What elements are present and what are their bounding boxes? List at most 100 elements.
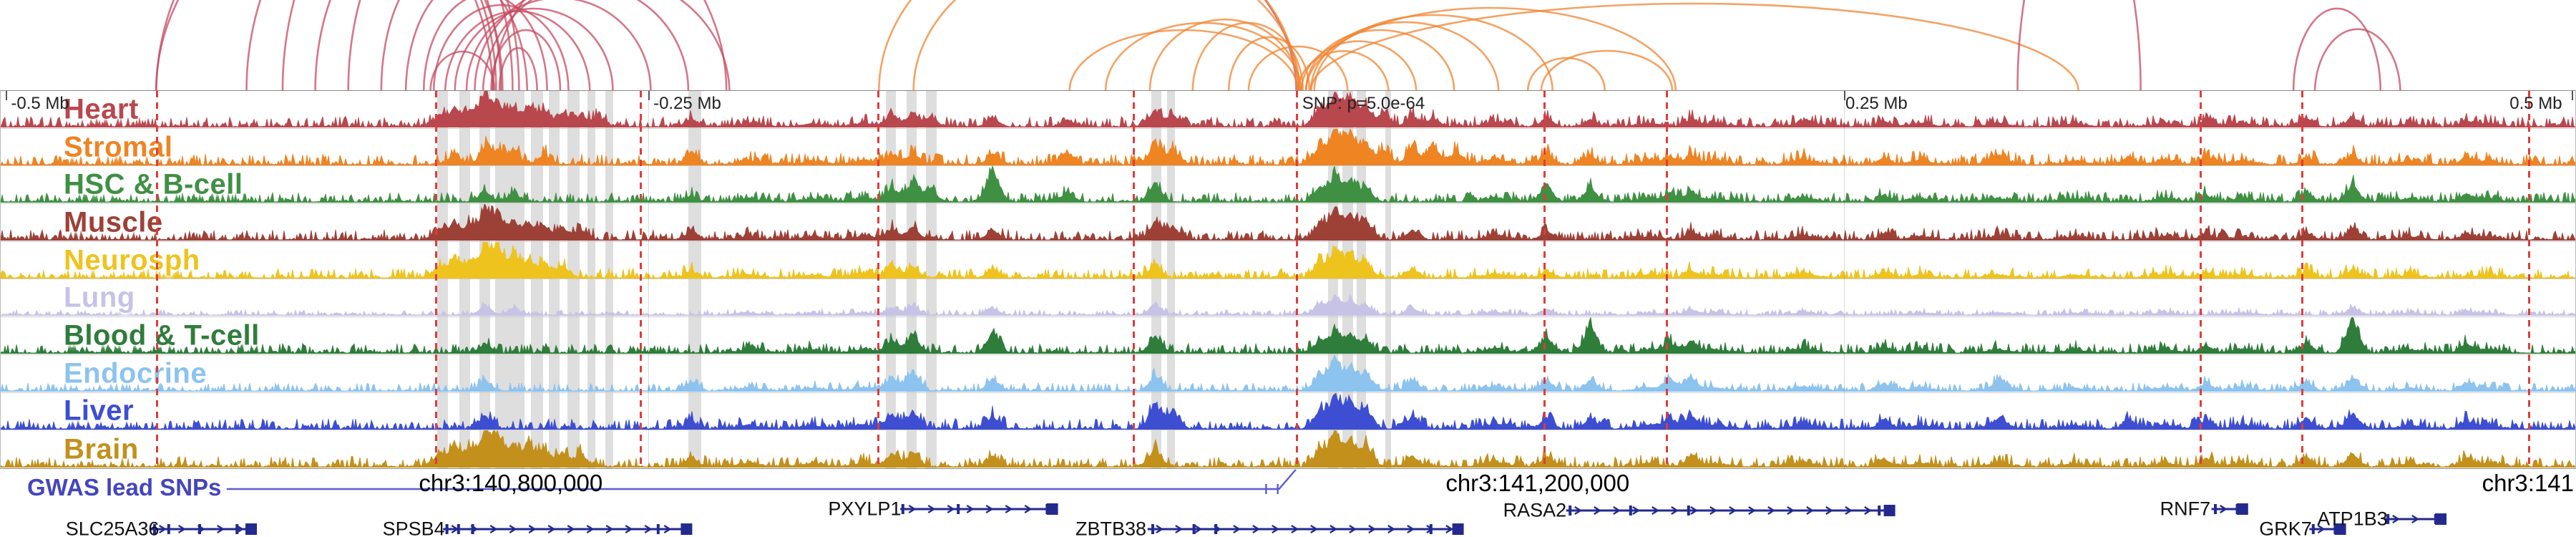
interaction-arc[interactable]: [1148, 18, 1301, 91]
interaction-arc[interactable]: [155, 0, 494, 91]
gene-model-pxylp1[interactable]: [900, 503, 1058, 515]
gene-label-slc25a36[interactable]: SLC25A36: [65, 518, 160, 537]
track-label[interactable]: Muscle: [64, 206, 163, 238]
interaction-arc[interactable]: [482, 0, 731, 91]
interaction-arc[interactable]: [155, 0, 728, 91]
track-row-blood-t-cell: Blood & T-cell: [1, 317, 2575, 355]
gene-label-rnf7[interactable]: RNF7: [2160, 498, 2211, 520]
interaction-arc[interactable]: [404, 0, 529, 91]
gene-label-pxylp1[interactable]: PXYLP1: [828, 498, 902, 520]
highlight-band: [688, 91, 701, 468]
interaction-arc[interactable]: [1297, 50, 1390, 91]
track-signal[interactable]: [1, 128, 2575, 166]
interaction-arcs[interactable]: [0, 0, 2576, 91]
signal-area: [1, 392, 2575, 430]
strand-arrow: [2317, 524, 2326, 534]
strand-arrow: [509, 524, 517, 534]
gene-label-grk7[interactable]: GRK7: [2259, 518, 2312, 537]
interaction-arc[interactable]: [1309, 21, 1500, 91]
track-row-endocrine: Endocrine: [1, 354, 2575, 393]
exon-tick: [235, 524, 239, 534]
signal-tracks: Heart Stromal HSC & B-cell Muscle Neuros…: [1, 91, 2575, 468]
track-label[interactable]: HSC & B-cell: [64, 168, 243, 200]
strand-arrow: [547, 524, 556, 534]
gene-model-slc25a36[interactable]: [150, 523, 257, 535]
track-signal[interactable]: [1, 91, 2575, 128]
strand-arrow: [1349, 524, 1357, 534]
highlight-band: [549, 91, 560, 468]
highlight-band: [587, 91, 596, 468]
interaction-arc[interactable]: [878, 0, 1299, 91]
interaction-arc[interactable]: [1313, 14, 1553, 91]
interaction-arc[interactable]: [1068, 29, 1299, 91]
highlight-band: [1166, 91, 1176, 468]
exon-tick: [153, 524, 156, 534]
gene-model-grk7[interactable]: [2309, 523, 2346, 535]
gene-model-atp1b3[interactable]: [2384, 513, 2446, 525]
gene-label-zbtb38[interactable]: ZBTB38: [1075, 518, 1147, 537]
interaction-arc[interactable]: [1227, 36, 1311, 91]
gene-label-spsb4[interactable]: SPSB4: [382, 518, 445, 537]
interaction-arc[interactable]: [492, 0, 1297, 91]
track-label[interactable]: Stromal: [64, 131, 173, 163]
interaction-arc[interactable]: [380, 0, 504, 91]
genomic-coordinate-label: chr3:141,: [2482, 470, 2576, 496]
interaction-arc[interactable]: [432, 4, 570, 91]
interaction-arc[interactable]: [1104, 21, 1302, 91]
gene-model-spsb4[interactable]: [443, 523, 693, 535]
interaction-arc[interactable]: [1304, 29, 1455, 91]
gene-label-atp1b3[interactable]: ATP1B3: [2317, 508, 2388, 530]
interaction-arc[interactable]: [1300, 40, 1418, 91]
strand-arrow: [158, 524, 167, 534]
interaction-arc[interactable]: [1247, 45, 1349, 91]
interaction-arc[interactable]: [347, 0, 520, 91]
track-signal[interactable]: [1, 241, 2575, 279]
track-label[interactable]: Neurosph: [64, 244, 200, 276]
interaction-arc[interactable]: [1191, 21, 1304, 91]
interaction-arc[interactable]: [2313, 28, 2401, 91]
interaction-arc[interactable]: [474, 0, 690, 91]
track-signal[interactable]: [1, 204, 2575, 241]
interaction-arc[interactable]: [314, 0, 497, 91]
track-row-liver: Liver: [1, 392, 2575, 431]
interaction-arc[interactable]: [429, 50, 496, 91]
track-signal[interactable]: [1, 279, 2575, 316]
gene-and-snp-graphics: [150, 469, 2446, 535]
interaction-arc[interactable]: [2292, 7, 2382, 91]
track-signal[interactable]: [1, 392, 2575, 430]
track-row-muscle: Muscle: [1, 204, 2575, 242]
track-panel: Heart Stromal HSC & B-cell Muscle Neuros…: [0, 90, 2576, 469]
strand-arrow: [1729, 505, 1737, 516]
highlight-band: [1385, 91, 1391, 468]
interaction-arc[interactable]: [465, 0, 652, 91]
track-label[interactable]: Heart: [64, 93, 139, 125]
gene-model-rasa2[interactable]: [1566, 505, 1896, 516]
track-label[interactable]: Liver: [64, 395, 135, 427]
track-label[interactable]: Endocrine: [64, 357, 208, 390]
interaction-arc[interactable]: [454, 7, 614, 91]
interaction-arc[interactable]: [1304, 6, 1677, 91]
interaction-arc[interactable]: [1309, 2, 2079, 91]
strand-arrow: [1690, 505, 1699, 516]
interaction-arc[interactable]: [498, 47, 538, 91]
strand-arrow: [985, 504, 994, 514]
track-signal[interactable]: [1, 166, 2575, 203]
interaction-arc[interactable]: [912, 0, 1301, 91]
interaction-arc[interactable]: [422, 0, 548, 91]
gene-model-rnf7[interactable]: [2211, 503, 2248, 515]
track-label[interactable]: Blood & T-cell: [64, 319, 260, 352]
gene-model-zbtb38[interactable]: [1147, 523, 1464, 535]
interaction-arc[interactable]: [1540, 49, 1674, 91]
track-label[interactable]: Lung: [64, 281, 135, 314]
track-label[interactable]: Brain: [64, 433, 139, 465]
interaction-arc[interactable]: [2016, 0, 2142, 91]
gene-label-rasa2[interactable]: RASA2: [1503, 499, 1567, 521]
track-signal[interactable]: [1, 317, 2575, 354]
track-signal[interactable]: [1, 430, 2575, 468]
interaction-arc[interactable]: [1526, 57, 1606, 91]
strand-arrow: [1594, 505, 1602, 516]
track-signal[interactable]: [1, 354, 2575, 392]
strand-arrow: [586, 524, 595, 534]
gwas-lead-snps-label[interactable]: GWAS lead SNPs: [27, 474, 222, 500]
